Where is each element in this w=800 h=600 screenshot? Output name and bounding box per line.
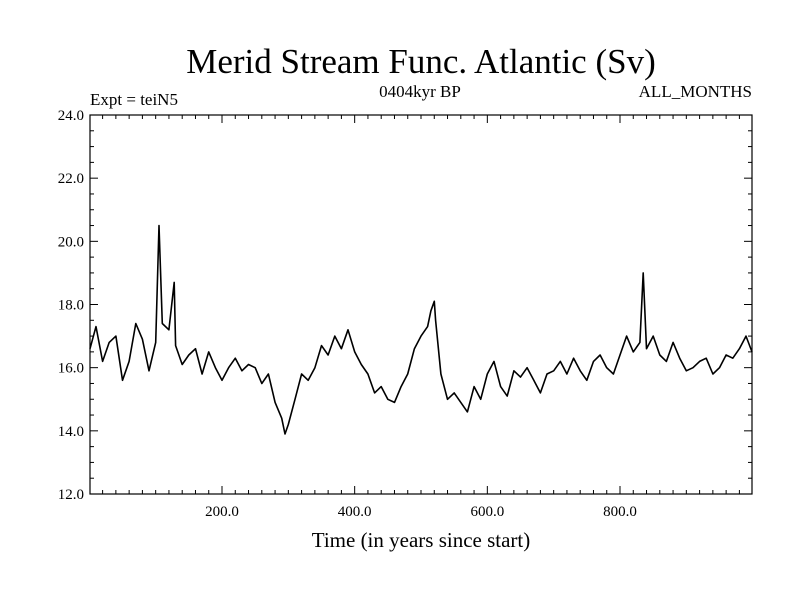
y-tick-label: 22.0 xyxy=(58,171,84,187)
period-label: ALL_MONTHS xyxy=(639,82,752,101)
x-axis-label: Time (in years since start) xyxy=(312,528,531,552)
chart-subtitle: 0404kyr BP xyxy=(379,82,461,101)
x-tick-label: 600.0 xyxy=(470,504,504,520)
series-line-0 xyxy=(89,224,753,435)
plot-frame xyxy=(89,114,753,495)
x-tick-label: 200.0 xyxy=(205,504,239,520)
experiment-label: Expt = teiN5 xyxy=(90,90,178,109)
y-tick-label: 16.0 xyxy=(58,361,84,377)
plot-area xyxy=(89,224,753,435)
x-tick-label: 400.0 xyxy=(338,504,372,520)
x-tick-label: 800.0 xyxy=(603,504,637,520)
y-tick-label: 20.0 xyxy=(58,234,84,250)
axes: 12.0 14.0 16.0 18.0 20.0 22.0 24.0 200.0 400.0 60… xyxy=(58,108,752,520)
chart-title: Merid Stream Func. Atlantic (Sv) xyxy=(186,42,656,81)
y-tick-label: 24.0 xyxy=(58,108,84,124)
y-tick-label: 12.0 xyxy=(58,487,84,503)
y-tick-label: 18.0 xyxy=(58,298,84,314)
y-tick-label: 14.0 xyxy=(58,424,84,440)
